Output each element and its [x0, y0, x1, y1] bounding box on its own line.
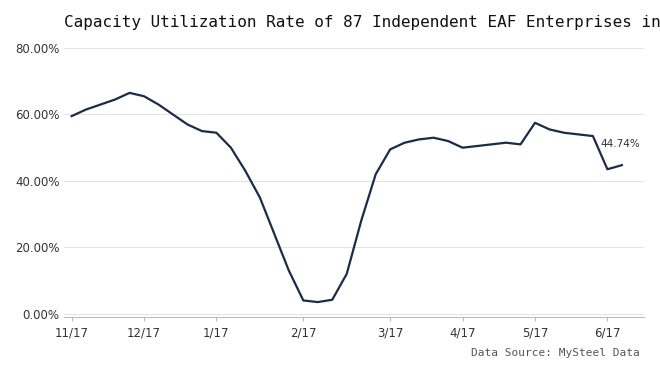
Text: Capacity Utilization Rate of 87 Independent EAF Enterprises in China (%): Capacity Utilization Rate of 87 Independ…	[65, 15, 660, 30]
Text: 44.74%: 44.74%	[600, 139, 640, 149]
Text: Data Source: MySteel Data: Data Source: MySteel Data	[471, 348, 640, 358]
